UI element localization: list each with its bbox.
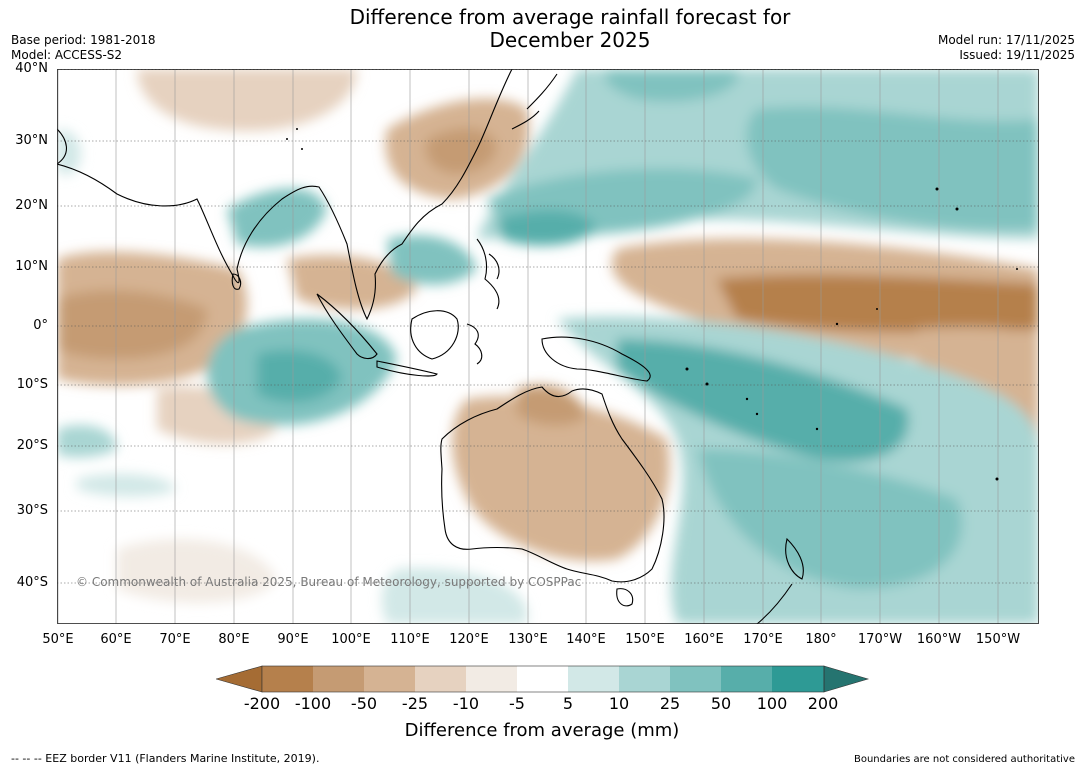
lon-label-60e: 60°E (100, 632, 132, 647)
colorbar-label-25: 25 (659, 694, 681, 713)
lat-label-20s: 20°S (16, 438, 48, 453)
pacific-islands (286, 128, 1018, 481)
lon-label-180: 180° (805, 632, 837, 647)
anomaly-fields (57, 69, 1039, 624)
lon-label-130e: 130°E (508, 632, 548, 647)
colorbar-label-50: 50 (710, 694, 732, 713)
colorbar-segment-11 (772, 666, 824, 692)
colorbar-label-100: 100 (756, 694, 788, 713)
lon-label-100e: 100°E (331, 632, 371, 647)
rainfall-anomaly-map (57, 69, 1039, 624)
lat-label-40s: 40°S (16, 575, 48, 590)
colorbar-label-200: 200 (807, 694, 839, 713)
model-name: Model: ACCESS-S2 (11, 48, 123, 62)
colorbar-segment-3 (364, 666, 415, 692)
colorbar-segment-10 (721, 666, 772, 692)
colorbar-label-m25: -25 (401, 694, 429, 713)
lon-label-160w: 160°W (916, 632, 962, 647)
lat-label-10s: 10°S (16, 377, 48, 392)
colorbar-segment-2 (313, 666, 364, 692)
colorbar-label-m10: -10 (452, 694, 480, 713)
lon-label-160e: 160°E (684, 632, 724, 647)
lon-label-50e: 50°E (42, 632, 74, 647)
boundary-disclaimer: Boundaries are not considered authoritat… (853, 754, 1075, 765)
colorbar-segment-5 (466, 666, 517, 692)
lat-label-40n: 40°N (15, 61, 48, 76)
colorbar-label-m50: -50 (350, 694, 378, 713)
lon-label-170w: 170°W (857, 632, 903, 647)
colorbar-segment-4 (415, 666, 466, 692)
colorbar-segment-9 (670, 666, 721, 692)
colorbar-segment-7 (568, 666, 619, 692)
copyright-notice: © Commonwealth of Australia 2025, Bureau… (76, 575, 582, 589)
lat-label-20n: 20°N (15, 198, 48, 213)
lon-label-140e: 140°E (566, 632, 606, 647)
lon-label-120e: 120°E (449, 632, 489, 647)
map-frame (57, 69, 1039, 624)
lon-label-110e: 110°E (390, 632, 430, 647)
lon-label-170e: 170°E (743, 632, 783, 647)
colorbar (216, 665, 870, 693)
colorbar-title: Difference from average (mm) (404, 720, 680, 741)
colorbar-label-10: 10 (608, 694, 630, 713)
lon-label-90e: 90°E (277, 632, 309, 647)
lat-label-30n: 30°N (15, 133, 48, 148)
lon-label-80e: 80°E (218, 632, 250, 647)
issued-date: Issued: 19/11/2025 (959, 48, 1075, 62)
lon-label-150w: 150°W (975, 632, 1021, 647)
colorbar-label-5: 5 (562, 694, 574, 713)
base-period: Base period: 1981-2018 (11, 33, 156, 47)
colorbar-label-m100: -100 (294, 694, 332, 713)
lon-label-70e: 70°E (159, 632, 191, 647)
model-run: Model run: 17/11/2025 (937, 33, 1075, 47)
colorbar-segment-0 (216, 665, 263, 693)
lon-label-150e: 150°E (625, 632, 665, 647)
eez-border-note: -- -- -- EEZ border V11 (Flanders Marine… (11, 752, 320, 765)
map-title-line1: Difference from average rainfall forecas… (349, 5, 791, 29)
lat-label-30s: 30°S (16, 503, 48, 518)
colorbar-segment-6 (517, 666, 568, 692)
colorbar-segment-12 (823, 665, 870, 693)
colorbar-segment-8 (619, 666, 670, 692)
lat-label-0: 0° (33, 318, 48, 333)
colorbar-label-m200: -200 (243, 694, 281, 713)
coastlines (57, 69, 804, 624)
lat-label-10n: 10°N (15, 259, 48, 274)
colorbar-label-m5: -5 (509, 694, 525, 713)
map-title-line2: December 2025 (489, 28, 651, 52)
colorbar-segment-1 (262, 666, 313, 692)
